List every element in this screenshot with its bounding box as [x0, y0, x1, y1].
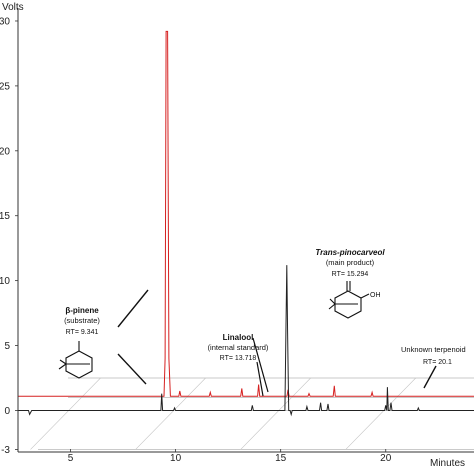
trans-pinocarveol-structure-icon — [328, 281, 370, 319]
x-tick-label-1: 10 — [170, 453, 182, 464]
y-tick-label-1: 0 — [4, 406, 10, 417]
y-axis-title: Volts — [2, 2, 24, 13]
hydroxyl-label: OH — [370, 292, 381, 299]
grid-line-diag-2 — [240, 377, 311, 450]
annotation-linalool-subtitle: (internal standard) — [208, 343, 269, 352]
y-tick-label-3: 10 — [0, 276, 10, 287]
x-tick-label-0: 5 — [68, 453, 74, 464]
annotation-beta-pinene: β-pinene (substrate) RT= 9.341 — [58, 289, 149, 385]
annotation-unknown-terpenoid-leader — [423, 365, 437, 389]
annotation-trans-pinocarveol: Trans-pinocarveol (main product) RT= 15.… — [315, 248, 385, 319]
annotation-unknown-terpenoid-title: Unknown terpenoid — [401, 345, 466, 354]
x-axis-title: Minutes — [430, 458, 465, 469]
annotation-beta-pinene-title: β-pinene — [65, 306, 99, 315]
annotation-unknown-terpenoid: Unknown terpenoid RT= 20.1 — [401, 345, 466, 389]
y-tick-label-0: -3 — [1, 445, 10, 456]
y-tick-label-5: 20 — [0, 146, 10, 157]
annotation-linalool-leader-lower — [256, 361, 264, 397]
series-line-0 — [18, 30, 474, 397]
y-tick-label-2: 5 — [4, 341, 10, 352]
series-layer — [18, 30, 474, 417]
annotation-linalool-title: Linalool — [223, 333, 254, 342]
annotation-trans-pinocarveol-rt: RT= 15.294 — [332, 271, 369, 278]
annotation-trans-pinocarveol-title: Trans-pinocarveol — [315, 248, 385, 257]
annotation-beta-pinene-subtitle: (substrate) — [64, 316, 100, 325]
series-line-1 — [18, 265, 474, 417]
grid-layer — [30, 377, 474, 450]
annotation-beta-pinene-leader-upper — [117, 289, 149, 328]
grid-line-diag-3 — [345, 377, 416, 450]
annotation-beta-pinene-leader-lower — [117, 353, 147, 385]
annotation-linalool: Linalool (internal standard) RT= 13.718 — [208, 333, 269, 397]
annotation-linalool-rt: RT= 13.718 — [220, 355, 257, 362]
beta-pinene-structure-icon — [58, 341, 93, 379]
axis-layer: -3 0 5 10 15 20 25 30 5 10 15 20 — [0, 8, 474, 464]
grid-line-diag-0 — [30, 377, 101, 450]
y-tick-label-4: 15 — [0, 211, 10, 222]
x-tick-label-2: 15 — [275, 453, 287, 464]
x-tick-label-3: 20 — [380, 453, 392, 464]
y-tick-label-7: 30 — [0, 16, 10, 27]
annotation-unknown-terpenoid-rt: RT= 20.1 — [423, 359, 452, 366]
annotation-trans-pinocarveol-subtitle: (main product) — [326, 258, 375, 267]
y-tick-label-6: 25 — [0, 81, 10, 92]
annotation-beta-pinene-rt: RT= 9.341 — [66, 329, 99, 336]
grid-line-diag-1 — [135, 377, 206, 450]
annotation-linalool-leader-upper — [252, 337, 269, 393]
